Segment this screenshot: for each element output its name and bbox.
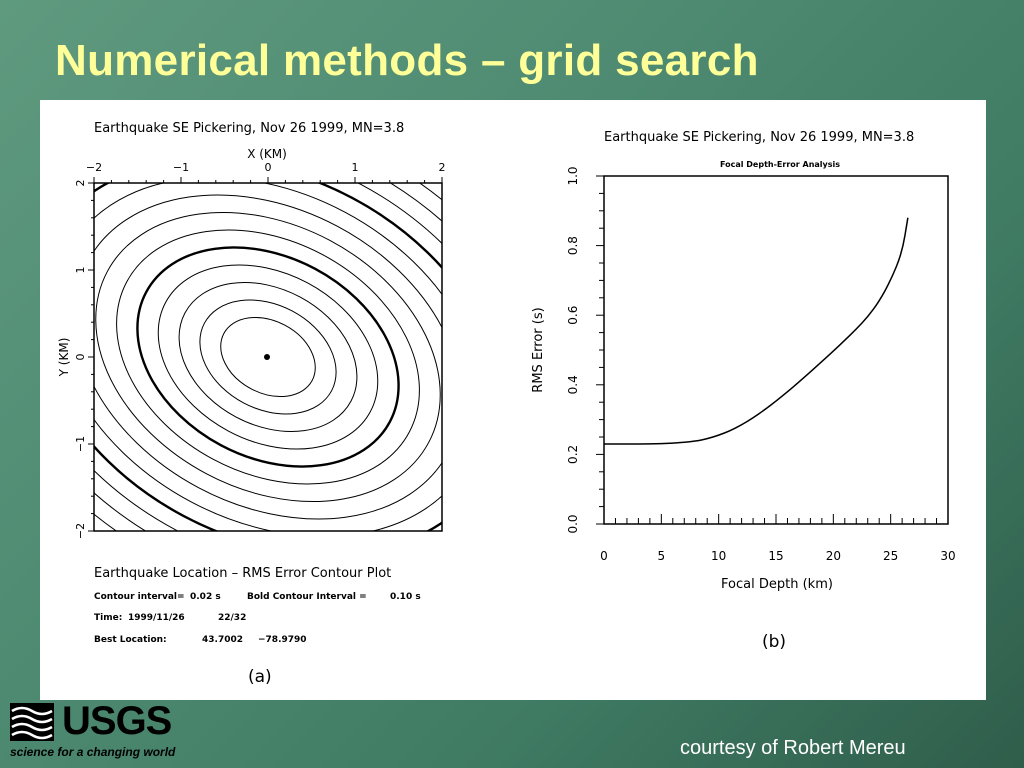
contour-line: [220, 316, 316, 398]
rms-error-series-line: [604, 217, 909, 445]
bold-interval-label: Bold Contour Interval =: [247, 592, 367, 602]
contour-ytick-label: −2: [74, 523, 87, 539]
slide-title: Numerical methods – grid search: [55, 36, 759, 85]
credit-text: courtesy of Robert Mereu: [680, 737, 906, 759]
contour-line: [136, 246, 400, 468]
line-xlabel: Focal Depth (km): [721, 577, 833, 592]
line-ylabel: RMS Error (s): [531, 307, 546, 392]
line-xtick-label: 25: [883, 549, 898, 563]
line-xtick-label: 0: [600, 549, 608, 563]
contour-line: [178, 281, 358, 433]
contour-line: [94, 183, 442, 531]
line-xtick-label: 30: [940, 549, 955, 563]
contour-ytick-label: 1: [74, 267, 87, 274]
best-location-label: Best Location:: [94, 635, 167, 645]
contour-xtick-label: 2: [439, 161, 446, 174]
line-xtick-label: 5: [658, 549, 666, 563]
figure-svg: Earthquake SE Pickering, Nov 26 1999, MN…: [57, 121, 956, 687]
contour-lines: [94, 183, 442, 531]
line-axes: 0 5 10 15 20 25 30 0.0 0.2 0.4 0.6 0.8 1.0: [566, 166, 956, 563]
contour-xtick-label: 0: [265, 161, 272, 174]
contour-ytick-label: −1: [74, 436, 87, 452]
contour-line: [116, 229, 420, 485]
figure-panel: Earthquake SE Pickering, Nov 26 1999, MN…: [40, 100, 986, 700]
contour-line: [95, 211, 441, 503]
contour-xlabel: X (KM): [247, 147, 287, 161]
best-location-lon: −78.9790: [258, 635, 307, 645]
contour-title: Earthquake SE Pickering, Nov 26 1999, MN…: [94, 121, 404, 136]
usgs-wave-icon: [10, 703, 54, 741]
contour-line: [94, 183, 442, 531]
bold-interval-value: 0.10 s: [390, 592, 421, 602]
time-clock: 22/32: [218, 613, 246, 623]
line-xtick-label: 15: [768, 549, 783, 563]
line-ytick-label: 0.6: [566, 306, 580, 325]
contour-line: [199, 299, 337, 415]
contour-axes: −2 −1 0 1 2 2 1 0 −1 −2: [74, 161, 446, 539]
contour-xtick-label: −2: [86, 161, 102, 174]
contour-line: [157, 264, 379, 450]
usgs-logo-tagline: science for a changing world: [10, 745, 176, 759]
usgs-logo-word: USGS: [62, 699, 172, 743]
line-ytick-label: 0.8: [566, 236, 580, 255]
contour-footer-heading: Earthquake Location – RMS Error Contour …: [94, 566, 391, 581]
best-location-lat: 43.7002: [202, 635, 243, 645]
contour-line: [94, 183, 442, 531]
panel-b-label: (b): [762, 632, 786, 652]
contour-line: [94, 194, 442, 520]
contour-xtick-label: −1: [173, 161, 189, 174]
line-ytick-label: 0.0: [566, 514, 580, 533]
line-ytick-label: 0.4: [566, 375, 580, 394]
contour-interval-label: Contour interval=: [94, 592, 185, 602]
line-xtick-label: 10: [711, 549, 726, 563]
line-xtick-label: 20: [826, 549, 841, 563]
time-date: 1999/11/26: [128, 613, 185, 623]
panel-a-label: (a): [248, 667, 272, 687]
line-ytick-label: 1.0: [566, 166, 580, 185]
contour-line: [94, 183, 442, 531]
line-ytick-label: 0.2: [566, 445, 580, 464]
line-subtitle: Focal Depth-Error Analysis: [720, 160, 840, 169]
usgs-logo: USGS science for a changing world: [10, 699, 182, 763]
best-location-dot: [264, 354, 270, 360]
contour-ylabel: Y (KM): [57, 338, 71, 378]
contour-xtick-label: 1: [352, 161, 359, 174]
time-label: Time:: [94, 613, 122, 623]
contour-ytick-label: 2: [74, 180, 87, 187]
contour-line: [94, 183, 442, 531]
line-frame: [603, 175, 949, 525]
line-title: Earthquake SE Pickering, Nov 26 1999, MN…: [604, 130, 914, 145]
contour-ytick-label: 0: [74, 354, 87, 361]
contour-interval-value: 0.02 s: [190, 592, 221, 602]
